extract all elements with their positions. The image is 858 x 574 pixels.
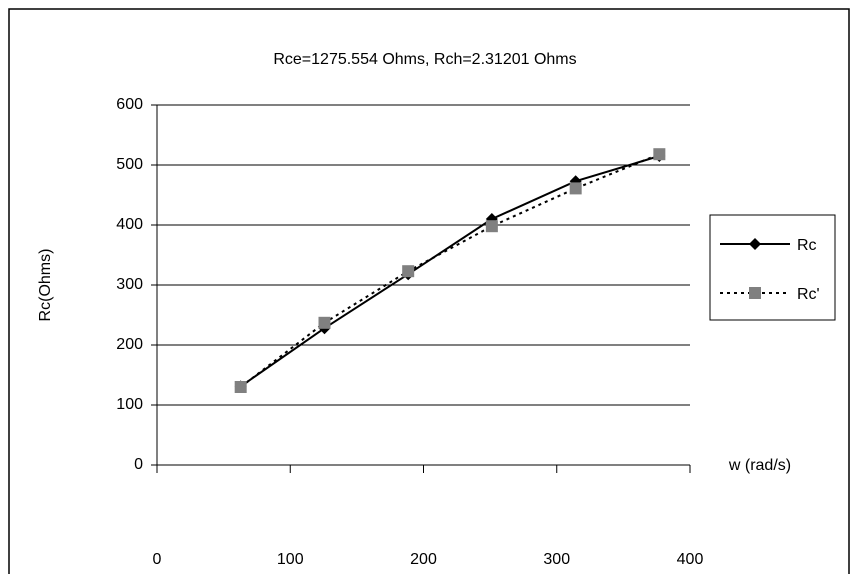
y-tick-label: 600: [116, 96, 143, 113]
x-tick-label: 100: [277, 551, 304, 568]
point-marker: [318, 316, 331, 329]
y-tick-label: 300: [116, 276, 143, 293]
legend-marker: [749, 238, 761, 250]
y-tick-label: 400: [116, 216, 143, 233]
legend-marker: [749, 287, 761, 299]
point-marker: [569, 182, 582, 195]
legend-box: [709, 214, 836, 321]
series-line: [240, 155, 660, 388]
y-tick-label: 200: [116, 336, 143, 353]
x-tick-label: 300: [543, 551, 570, 568]
x-tick-label: 400: [677, 551, 704, 568]
point-marker: [402, 265, 415, 278]
y-tick-label: 0: [134, 456, 143, 473]
legend-label: Rc': [797, 286, 820, 303]
x-axis-label: w (rad/s): [728, 457, 791, 474]
y-tick-label: 100: [116, 396, 143, 413]
point-marker: [485, 220, 498, 233]
legend-label: Rc: [797, 237, 817, 254]
point-marker: [653, 148, 666, 161]
x-tick-label: 0: [153, 551, 162, 568]
x-tick-label: 200: [410, 551, 437, 568]
chart-frame: [8, 8, 850, 574]
chart-title: Rce=1275.554 Ohms, Rch=2.31201 Ohms: [273, 51, 576, 68]
y-tick-label: 500: [116, 156, 143, 173]
y-axis-label: Rc(Ohms): [37, 249, 54, 322]
point-marker: [234, 381, 247, 393]
